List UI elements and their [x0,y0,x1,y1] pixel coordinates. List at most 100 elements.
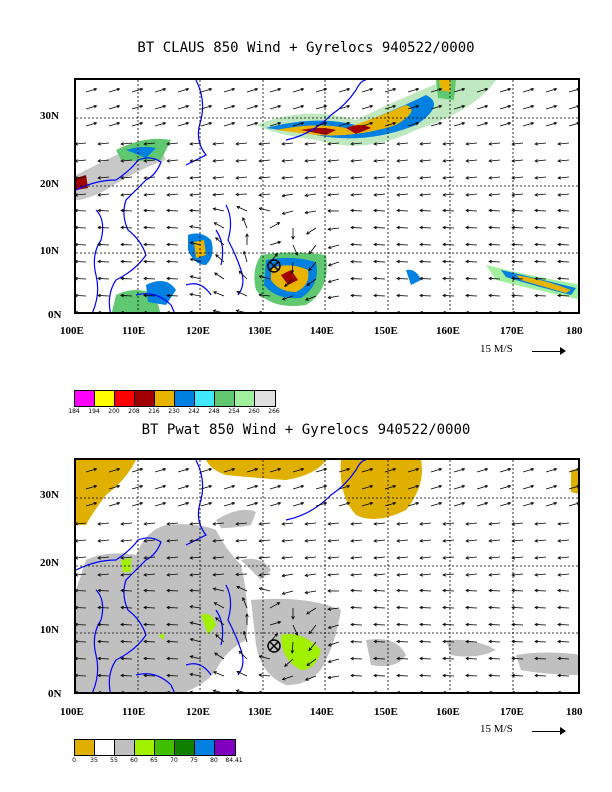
wind-arrow [373,261,386,263]
wind-arrowhead [308,250,313,255]
wind-arrow [143,658,156,660]
wind-arrowhead [465,193,469,197]
wind-arrow [242,597,248,609]
wind-arrowhead [120,208,124,213]
wind-arrowhead [350,193,354,197]
wind-arrowhead [143,259,147,264]
wind-arrow [466,573,478,576]
wind-arrowhead [189,142,193,146]
wind-arrowhead [443,310,446,312]
wind-arrowhead [534,556,538,560]
wind-arrowhead [373,656,377,661]
wind-arrowhead [350,159,354,163]
wind-arrowhead [534,176,538,180]
wind-arrow [121,692,132,693]
legend-label: 254 [228,408,240,415]
wind-arrowhead [258,176,262,180]
wind-arrow [351,159,363,162]
wind-arrow [259,294,271,297]
wind-arrow [292,485,304,490]
wind-arrowhead [373,588,377,593]
wind-arrowhead [139,484,144,489]
wind-arrowhead [277,104,282,109]
wind-arrowhead [558,690,561,692]
wind-arrow [511,590,524,592]
wind-arrow [466,193,478,196]
wind-arrow [213,522,225,525]
wind-arrow [512,142,524,145]
wind-arrow [215,254,225,263]
wind-arrow [282,539,294,542]
wind-arrow [511,278,524,280]
legend-swatch [75,740,95,755]
wind-arrowhead [511,142,515,146]
wind-arrowhead [530,501,535,506]
wind-arrow [259,275,271,280]
wind-arrow [282,675,294,680]
wind-arrow [292,624,298,636]
wind-arrowhead [97,622,101,627]
wind-arrowhead [511,176,515,180]
wind-arrow [512,522,524,525]
wind-arrow [488,227,501,229]
legend-label: 80 [210,757,218,764]
wind-arrowhead [215,254,219,258]
wind-arrowhead [208,467,213,472]
wind-arrow [200,122,212,127]
wind-arrow [166,675,179,677]
wind-arrowhead [300,467,305,472]
wind-arrowhead [442,293,446,298]
wind-arrow [373,210,386,212]
wind-arrow [269,502,281,507]
wind-arrowhead [120,573,124,577]
wind-arrow [535,159,547,162]
wind-arrowhead [162,501,167,506]
wind-arrow [351,539,363,542]
wind-arrowhead [281,159,285,163]
wind-arrowhead [534,588,538,593]
wind-arrow [350,244,363,246]
wind-arrowhead [557,242,561,247]
wind-arrowhead [120,656,124,661]
wind-arrow [535,312,546,313]
wind-arrow [512,176,524,179]
wind-arrow [98,522,110,525]
wind-arrowhead [254,104,259,109]
wind-arrow [489,159,501,162]
gridlines [76,80,578,312]
wind-arrow [166,227,179,229]
wind-arrowhead [327,227,332,231]
wind-arrowhead [351,310,354,312]
wind-arrow [98,142,110,145]
wind-arrow [76,227,87,229]
wind-arrow [236,291,248,297]
wind-arrowhead [442,605,446,610]
wind-arrowhead [507,467,512,472]
wind-arrow [466,556,478,559]
wind-arrow [315,502,327,507]
wind-arrowhead [242,250,247,255]
wind-arrow [328,313,339,314]
wind-arrowhead [507,501,512,506]
wind-arrow [120,624,133,626]
wind-arrow [351,176,363,179]
wind-arrowhead [120,176,124,180]
wind-arrow [143,227,156,229]
wind-arrow [557,227,570,229]
wind-arrowhead [76,193,78,197]
wind-arrowhead [461,87,466,92]
wind-arrow [384,88,396,93]
wind-arrow [420,692,431,693]
panel2-scale-arrowhead-icon [560,727,566,735]
wind-arrow [374,539,386,542]
wind-arrowhead [254,121,259,126]
wind-arrowhead [291,236,295,240]
wind-arrow [223,485,235,490]
wind-arrow [499,105,511,110]
wind-arrowhead [97,605,101,610]
wind-arrowhead [231,121,236,126]
wind-arrowhead [350,673,354,678]
wind-arrow [177,105,189,110]
wind-arrow [282,693,293,694]
wind-arrowhead [276,222,281,226]
